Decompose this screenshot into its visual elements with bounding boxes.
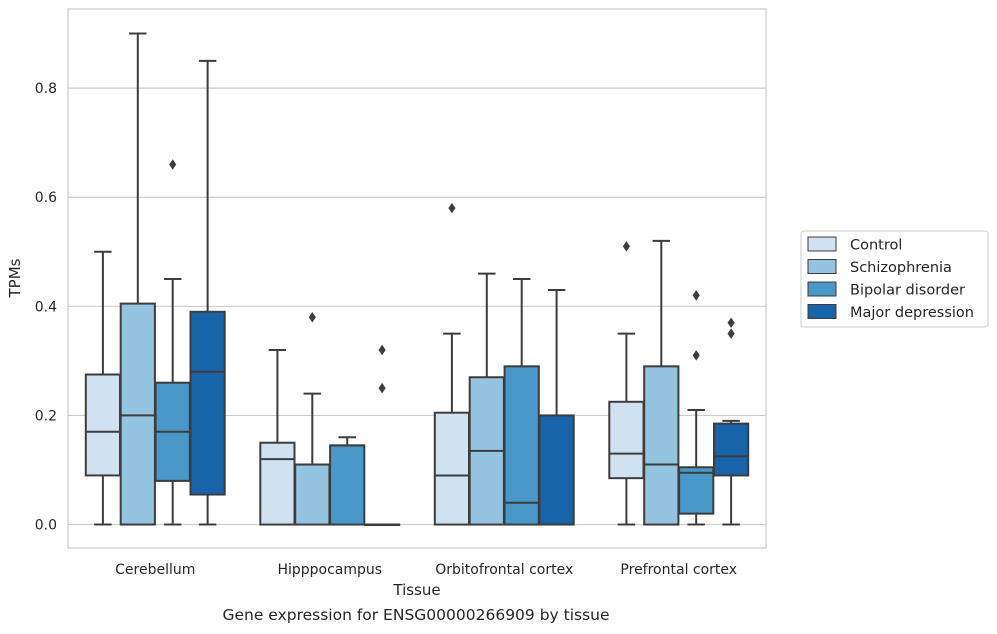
outlier-marker [692,350,700,361]
outlier-marker [622,241,630,252]
box-iqr [608,400,645,480]
box-schizophrenia [468,272,505,526]
box-bipolar-disorder [329,436,366,526]
boxes [84,32,750,527]
legend-swatch [807,236,837,252]
x-tick-label: Prefrontal cortex [620,562,737,578]
box-control [84,250,122,526]
box-schizophrenia [294,311,331,526]
box-major-depression [189,59,226,526]
box-iqr [433,411,471,526]
x-tick-label: Hipppocampus [277,562,382,578]
outlier-marker [169,159,177,170]
legend-label: Bipolar disorder [850,283,965,299]
box-schizophrenia [643,239,680,526]
x-axis-label: Tissue [392,581,440,599]
box-major-depression [712,317,750,526]
y-tick-label: 0.6 [35,190,57,206]
figure-caption: Gene expression for ENSG00000266909 by t… [222,606,610,624]
outlier-marker [727,328,735,339]
box-bipolar-disorder [154,159,191,526]
box-iqr [643,365,680,526]
box-control [259,348,296,526]
box-iqr [84,373,122,477]
outlier-marker [692,290,700,301]
outlier-marker [378,382,386,394]
box-control [433,202,471,526]
box-iqr [329,444,366,526]
y-tick-labels: 0.0 0.2 0.4 0.6 0.8 [35,81,57,533]
legend-swatch [807,281,837,297]
outlier-marker [448,202,456,214]
x-tick-label: Cerebellum [115,562,195,578]
legend: Control Schizophrenia Bipolar disorder Majo… [800,230,989,328]
box-iqr [503,365,540,526]
y-axis-label: TPMs [6,258,24,298]
box-iqr [538,414,575,526]
box-iqr [712,422,750,477]
box-schizophrenia [119,32,156,526]
plot-frame [67,8,767,549]
box-bipolar-disorder [503,278,540,526]
box-iqr [119,302,156,526]
y-tick-label: 0.8 [35,81,57,97]
outlier-marker [378,344,386,356]
box-iqr [678,466,715,515]
legend-label: Schizophrenia [850,260,952,276]
box-major-depression [363,344,401,527]
box-major-depression [538,288,575,526]
box-iqr [259,441,296,526]
boxplot-chart: 0.0 0.2 0.4 0.6 0.8 Cerebellum Hipppocampus Or… [6,8,989,599]
box-bipolar-disorder [678,290,715,526]
x-tick-label: Orbitofrontal cortex [435,562,573,578]
legend-label: Control [850,238,902,254]
outlier-marker [308,311,316,323]
y-tick-label: 0.2 [35,408,57,424]
legend-frame [800,230,989,328]
legend-swatch [807,259,837,274]
legend-label: Major depression [850,305,974,321]
y-tick-label: 0.0 [35,518,57,534]
outlier-marker [727,317,735,328]
x-tick-labels: Cerebellum Hipppocampus Orbitofrontal cort… [115,562,737,578]
box-iqr [294,463,331,526]
box-iqr [189,310,226,496]
box-control [608,241,645,526]
y-tick-label: 0.4 [35,299,57,315]
legend-swatch [807,304,837,319]
